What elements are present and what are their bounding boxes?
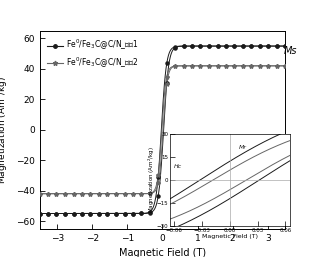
Text: Mr: Mr: [239, 145, 247, 150]
Text: Hc: Hc: [174, 163, 182, 169]
Legend: Fe$^0$/Fe$_3$C@C/N_方法1, Fe$^0$/Fe$_3$C@C/N_方法2: Fe$^0$/Fe$_3$C@C/N_方法1, Fe$^0$/Fe$_3$C@C…: [46, 37, 139, 71]
Y-axis label: Magnetization (Am$^2$/kg): Magnetization (Am$^2$/kg): [146, 146, 157, 213]
X-axis label: Magnetic Field (T): Magnetic Field (T): [119, 248, 206, 257]
X-axis label: Magnetic Field (T): Magnetic Field (T): [202, 234, 258, 239]
Text: Ms: Ms: [283, 46, 297, 56]
Y-axis label: Magnetization (Am$^2$/kg): Magnetization (Am$^2$/kg): [0, 76, 10, 184]
